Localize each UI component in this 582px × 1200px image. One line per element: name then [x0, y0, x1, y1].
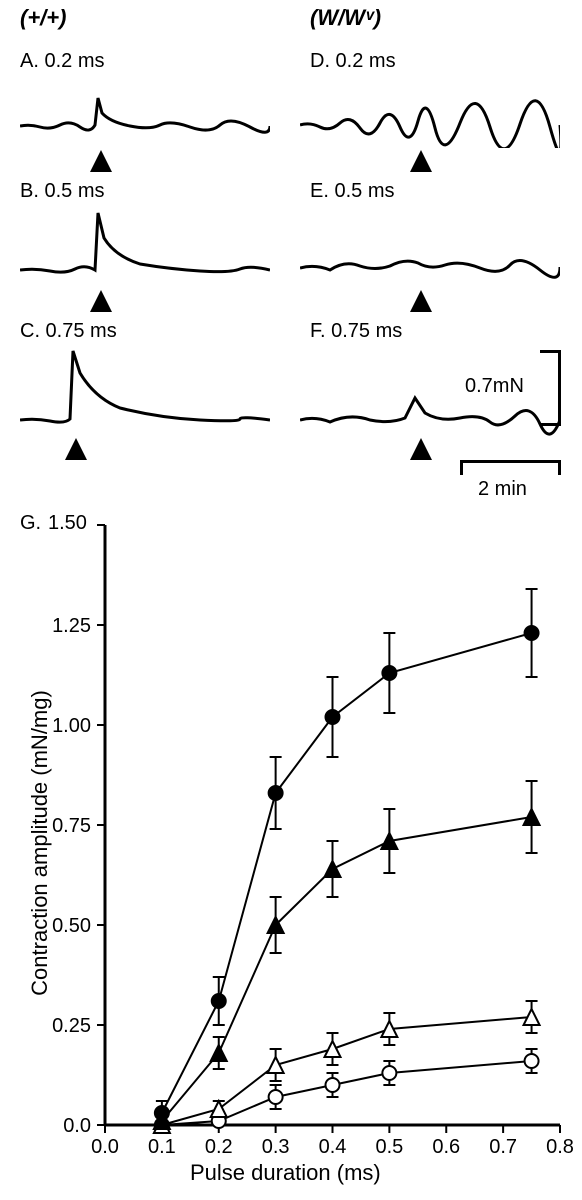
- trace-a: [20, 78, 270, 148]
- trace-d: [300, 78, 560, 148]
- x-axis-label: Pulse duration (ms): [190, 1160, 381, 1186]
- svg-text:1.00: 1.00: [52, 715, 91, 737]
- chart-g: 0.0 0.25 0.50 0.75 1.00 1.25 0.0 0.1 0.2 0.3 0.4 0.…: [0, 510, 582, 1200]
- svg-text:0.4: 0.4: [319, 1136, 347, 1158]
- svg-text:0.1: 0.1: [148, 1136, 176, 1158]
- scalebar-horizontal-label: 2 min: [478, 478, 527, 501]
- svg-text:1.25: 1.25: [52, 615, 91, 637]
- svg-text:0.0: 0.0: [91, 1136, 119, 1158]
- svg-text:0.50: 0.50: [52, 915, 91, 937]
- svg-text:0.0: 0.0: [63, 1115, 91, 1137]
- scalebar-horizontal: [460, 460, 561, 475]
- stimulus-arrow-d: [410, 150, 432, 172]
- y-axis-label: Contraction amplitude (mN/mg): [27, 683, 53, 1003]
- scalebar-vertical: [540, 350, 561, 426]
- scalebar-vertical-label: 0.7mN: [465, 375, 524, 398]
- stimulus-arrow-c: [65, 438, 87, 460]
- trace-e: [300, 208, 560, 288]
- panel-label-d: D. 0.2 ms: [310, 50, 396, 73]
- svg-text:0.6: 0.6: [432, 1136, 460, 1158]
- trace-c: [20, 348, 270, 438]
- figure: (+/+) (W/Wᵛ) A. 0.2 ms B. 0.5 ms C. 0.75…: [0, 0, 582, 1200]
- col-header-right: (W/Wᵛ): [310, 5, 381, 31]
- svg-text:0.5: 0.5: [375, 1136, 403, 1158]
- col-header-left: (+/+): [20, 5, 66, 31]
- svg-text:0.2: 0.2: [205, 1136, 233, 1158]
- stimulus-arrow-f: [410, 438, 432, 460]
- svg-text:0.3: 0.3: [262, 1136, 290, 1158]
- svg-text:0.25: 0.25: [52, 1015, 91, 1037]
- panel-label-e: E. 0.5 ms: [310, 180, 394, 203]
- panel-label-f: F. 0.75 ms: [310, 320, 402, 343]
- svg-text:0.7: 0.7: [489, 1136, 517, 1158]
- stimulus-arrow-a: [90, 150, 112, 172]
- stimulus-arrow-e: [410, 290, 432, 312]
- panel-label-c: C. 0.75 ms: [20, 320, 117, 343]
- trace-b: [20, 208, 270, 288]
- svg-text:0.75: 0.75: [52, 815, 91, 837]
- svg-text:0.8: 0.8: [546, 1136, 574, 1158]
- stimulus-arrow-b: [90, 290, 112, 312]
- panel-label-b: B. 0.5 ms: [20, 180, 104, 203]
- panel-label-a: A. 0.2 ms: [20, 50, 104, 73]
